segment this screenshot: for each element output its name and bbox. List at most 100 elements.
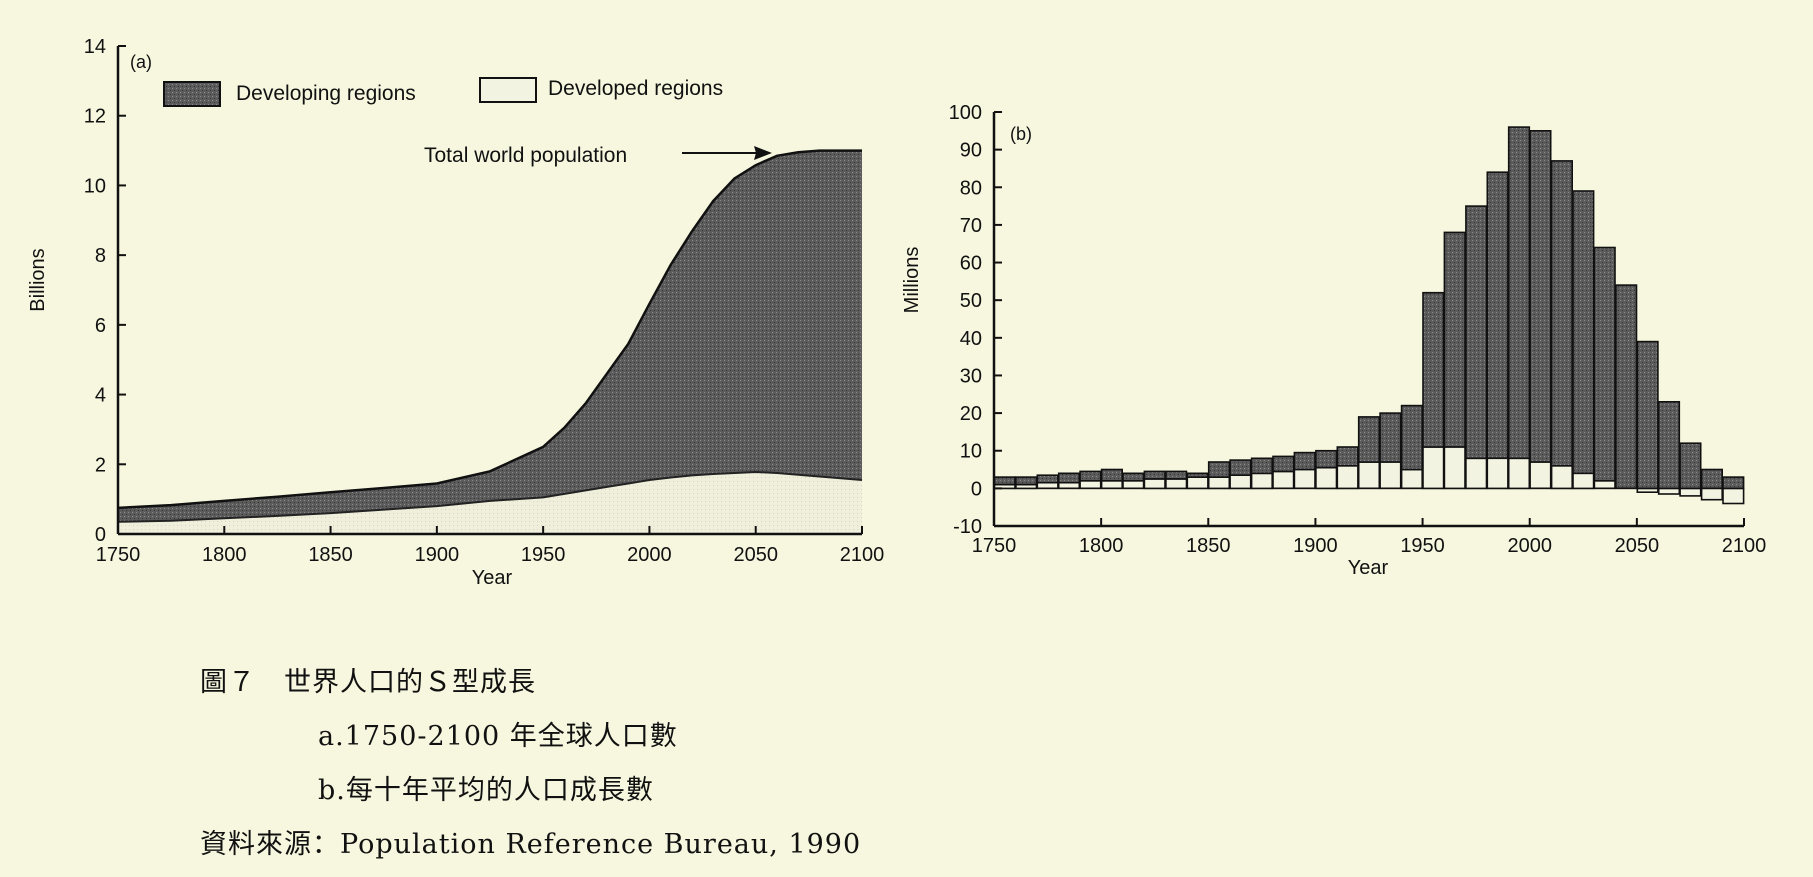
bar-developing [1679,442,1702,490]
bar-axes [992,112,1744,528]
bar-developed [1722,487,1745,505]
x-tick-label-a: 1750 [96,544,141,566]
y-tick-label-b: 60 [960,253,982,275]
y-tick-label-a: 12 [84,106,106,128]
bar-developed [1207,476,1231,490]
y-tick-label-b: 10 [960,441,982,463]
bar-developed [1465,457,1488,490]
y-axis-title-a: Billions [27,248,49,311]
bar-developing [1486,171,1509,459]
bar-developing [1207,461,1231,478]
bar-developing [993,476,1016,486]
panel-label-b: (b) [1010,124,1032,144]
x-tick-label-a: 1950 [521,544,566,566]
x-tick-label-a: 1800 [202,544,247,566]
bar-developed [1400,468,1423,490]
bar-developed [1679,487,1702,497]
y-tick-label-a: 8 [95,245,106,267]
bar-developed [1036,481,1059,490]
y-tick-label-a: 0 [95,524,106,546]
y-tick-label-a: 6 [95,315,106,337]
bar-developed [1657,487,1681,495]
bar-developing [1336,446,1359,467]
bar-developing [1357,416,1381,463]
caption-line-b: b.每十年平均的人口成長數 [318,775,654,806]
bar-developed [1336,464,1359,490]
bar-developing [1057,472,1081,484]
caption-figure-label: 圖７ [200,667,256,698]
bar-developed [1186,476,1209,490]
legend-a: Developing regions Developed regions [163,77,723,107]
bar-developed [1443,446,1466,490]
bar-developing [1036,474,1059,484]
legend-swatch-developed [479,77,537,103]
x-tick-label-b: 1850 [1186,535,1231,557]
x-tick-label-b: 2100 [1722,535,1767,557]
x-tick-label-a: 2100 [840,544,885,566]
caption-title: 世界人口的Ｓ型成長 [284,667,536,698]
bar-developed [1229,474,1252,490]
x-tick-label-a: 1850 [308,544,353,566]
bar-developed [1593,479,1616,490]
population-growth-bar-chart: -10 0 10 20 30 40 50 60 70 80 90 100 1750 1800 1850 190… [901,102,1766,579]
area-axes [116,46,862,536]
bar-developed [1143,478,1166,490]
bar-developing [1636,340,1659,490]
bar-developed [1315,466,1338,490]
x-tick-label-b: 1750 [972,535,1017,557]
bar-developing [1593,246,1616,482]
bar-developed [1250,472,1273,490]
bar-developing [1572,190,1595,475]
bar-developed [1529,461,1552,490]
bar-developed [1057,481,1081,490]
developed-boundary-line [117,470,863,523]
x-tick-label-a: 2000 [627,544,672,566]
bar-developed [1100,479,1123,490]
bar-developed [1507,457,1531,490]
y-tick-label-b: 80 [960,177,982,199]
bar-developed [1422,446,1445,490]
bar-developing [1615,284,1638,490]
total-population-line [117,149,862,510]
bar-developing [1229,459,1252,477]
bar-developing [1722,476,1745,490]
bar-developed [1572,472,1595,490]
bar-developed [1293,468,1316,490]
bar-developing [1422,291,1445,448]
bar-developed [1165,478,1188,490]
bar-developing [1507,126,1531,460]
bar-developed [1550,464,1573,490]
legend-label-developed: Developed regions [548,77,723,100]
bar-developing [1657,400,1681,490]
bar-developing [1143,470,1166,480]
y-tick-label-b: 0 [971,478,982,500]
area-developed-regions [118,472,862,534]
x-tick-label-a: 2050 [733,544,778,566]
caption-line-a: a.1750-2100 年全球人口數 [318,721,678,752]
bar-developing [1079,470,1102,482]
y-tick-label-a: 2 [95,454,106,476]
x-tick-label-b: 2050 [1615,535,1660,557]
caption-title-line: 圖７ 世界人口的Ｓ型成長 [200,660,536,699]
x-tick-label-b: 2000 [1507,535,1552,557]
bar-developing [1015,476,1038,486]
bar-developing [1315,449,1338,469]
area-ticks: 0 2 4 6 8 10 12 14 1750 1800 1850 1900 1950 2000 2050 2… [84,36,885,566]
y-tick-label-b: 40 [960,328,982,350]
bar-developing [1550,160,1573,467]
panel-label-a: (a) [130,52,152,72]
bar-developing [1272,455,1295,473]
bar-developing [1400,404,1423,471]
bar-developing [1379,412,1402,463]
bar-developed [1122,479,1145,490]
legend-label-developing: Developing regions [236,82,416,105]
bar-developed [1357,461,1381,490]
annotation-arrow-head [754,146,772,160]
bar-developed [1379,461,1402,490]
y-tick-label-a: 10 [84,175,106,197]
y-tick-label-a: 4 [95,385,106,407]
bar-developing [1250,457,1273,475]
y-axis-title-b: Millions [901,247,923,314]
